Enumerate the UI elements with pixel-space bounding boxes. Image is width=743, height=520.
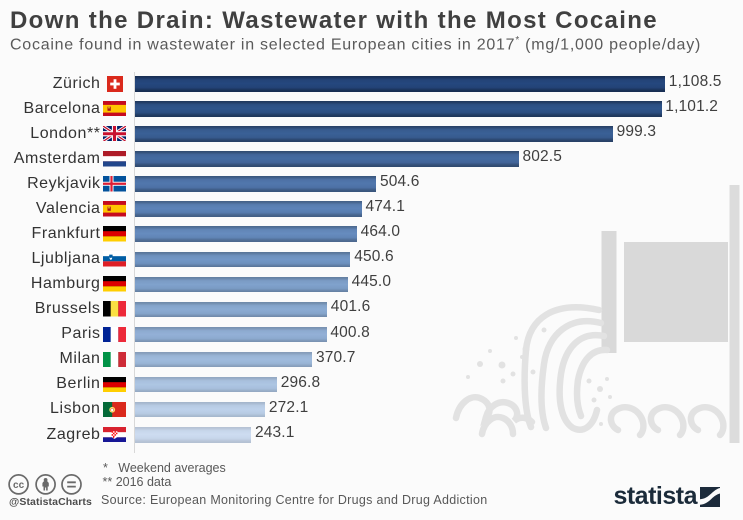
svg-text:cc: cc — [13, 480, 25, 491]
